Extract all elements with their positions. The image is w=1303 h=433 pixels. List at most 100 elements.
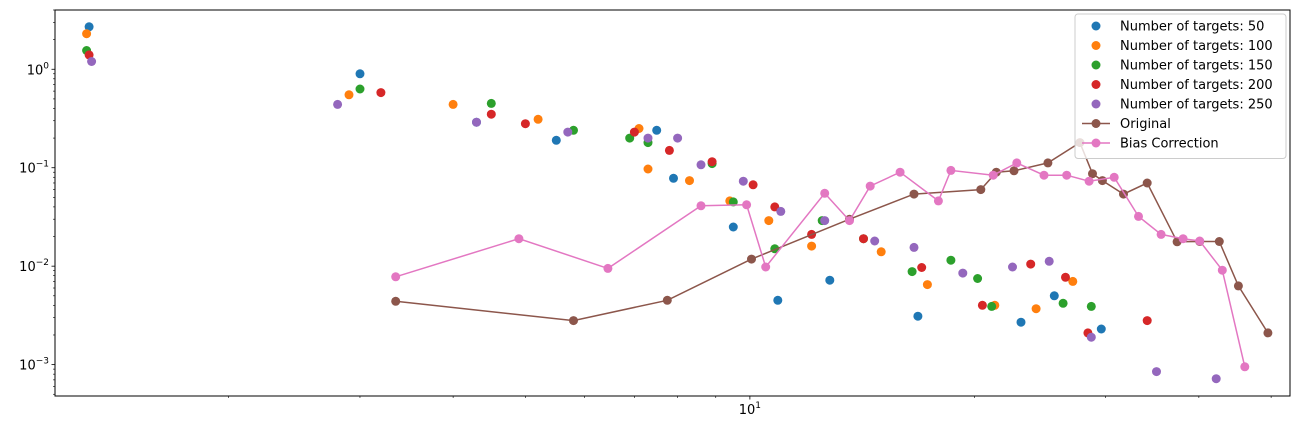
data-point xyxy=(933,196,943,206)
data-point xyxy=(1195,236,1205,246)
series-4 xyxy=(87,57,1221,384)
data-point xyxy=(909,242,919,252)
data-point xyxy=(333,99,343,109)
data-point xyxy=(569,316,578,326)
data-point xyxy=(355,84,365,94)
legend-label: Original xyxy=(1120,117,1171,132)
data-point xyxy=(520,119,530,129)
data-point xyxy=(728,222,738,232)
y-axis: 100 10−1 10−2 10−3 xyxy=(19,9,55,395)
data-point xyxy=(761,262,771,272)
data-point xyxy=(1211,374,1221,384)
legend-item: Number of targets: 150 xyxy=(1091,59,1273,74)
data-point xyxy=(987,301,997,311)
data-point xyxy=(664,145,674,155)
y-tick-label: 100 xyxy=(27,61,50,78)
data-point xyxy=(1109,172,1119,182)
data-point xyxy=(1214,237,1224,246)
legend-label: Number of targets: 50 xyxy=(1120,20,1264,35)
data-point xyxy=(1097,176,1107,186)
data-point xyxy=(551,135,561,145)
legend: Number of targets: 50 Number of targets: … xyxy=(1074,13,1287,159)
data-point xyxy=(696,201,706,211)
data-point xyxy=(486,109,496,119)
data-point xyxy=(1217,265,1227,275)
data-point xyxy=(696,160,706,170)
data-point xyxy=(764,216,774,226)
data-point xyxy=(1134,211,1143,221)
data-point xyxy=(1043,158,1053,168)
data-point xyxy=(1086,301,1096,311)
data-point xyxy=(603,263,613,273)
data-point xyxy=(391,296,401,306)
data-point xyxy=(643,164,653,174)
data-point xyxy=(563,127,573,137)
data-point xyxy=(344,90,354,100)
data-point xyxy=(472,117,481,127)
data-point xyxy=(82,29,92,39)
data-point xyxy=(976,185,986,195)
legend-marker xyxy=(1091,41,1101,50)
data-point xyxy=(1233,281,1243,291)
data-point xyxy=(391,272,401,282)
data-point xyxy=(773,295,783,305)
plot-area xyxy=(54,9,1291,397)
legend-marker xyxy=(1091,138,1101,148)
legend-item: Bias Correction xyxy=(1082,137,1219,152)
data-point xyxy=(514,234,524,244)
legend-label: Number of targets: 250 xyxy=(1120,98,1273,113)
data-point xyxy=(742,200,752,210)
data-point xyxy=(1086,332,1096,342)
legend-item: Original xyxy=(1082,117,1171,132)
data-point xyxy=(1031,304,1041,314)
data-point xyxy=(820,216,830,226)
legend-marker xyxy=(1091,21,1101,31)
data-point xyxy=(1096,324,1106,334)
data-point xyxy=(1156,229,1166,239)
data-point xyxy=(1061,272,1070,282)
data-point xyxy=(973,274,983,283)
data-point xyxy=(1009,166,1019,176)
legend-marker xyxy=(1091,60,1101,70)
data-point xyxy=(629,127,639,137)
data-point xyxy=(1049,291,1059,301)
data-point xyxy=(1084,176,1094,186)
data-point xyxy=(355,69,365,79)
data-point xyxy=(376,88,386,98)
data-point xyxy=(876,247,886,257)
data-point xyxy=(673,133,683,143)
legend-item: Number of targets: 200 xyxy=(1091,78,1273,93)
data-point xyxy=(685,176,694,186)
data-point xyxy=(707,157,717,167)
legend-frame xyxy=(1074,13,1287,159)
legend-marker xyxy=(1091,80,1101,89)
data-point xyxy=(1008,262,1017,272)
legend-item: Number of targets: 100 xyxy=(1091,39,1273,54)
data-point xyxy=(807,241,817,251)
data-point xyxy=(738,176,748,186)
legend-label: Bias Correction xyxy=(1120,137,1219,152)
series-0 xyxy=(84,22,1106,334)
data-point xyxy=(946,165,956,175)
y-tick-label: 10−2 xyxy=(19,258,49,275)
data-point xyxy=(1058,298,1068,308)
data-point xyxy=(728,197,738,207)
data-point xyxy=(909,189,919,199)
data-point xyxy=(1016,317,1026,327)
data-point xyxy=(87,57,97,66)
data-point xyxy=(652,125,662,135)
data-point xyxy=(895,167,905,177)
data-point xyxy=(1088,169,1097,179)
data-point xyxy=(1062,170,1072,180)
series-layer xyxy=(82,22,1273,384)
y-tick-label: 10−1 xyxy=(19,160,49,177)
data-point xyxy=(859,234,868,244)
data-point xyxy=(748,180,758,190)
legend-item: Number of targets: 50 xyxy=(1091,20,1264,35)
data-point xyxy=(448,99,458,109)
data-point xyxy=(988,170,998,180)
data-point xyxy=(747,254,756,264)
data-point xyxy=(1026,259,1036,269)
data-point xyxy=(825,275,835,285)
